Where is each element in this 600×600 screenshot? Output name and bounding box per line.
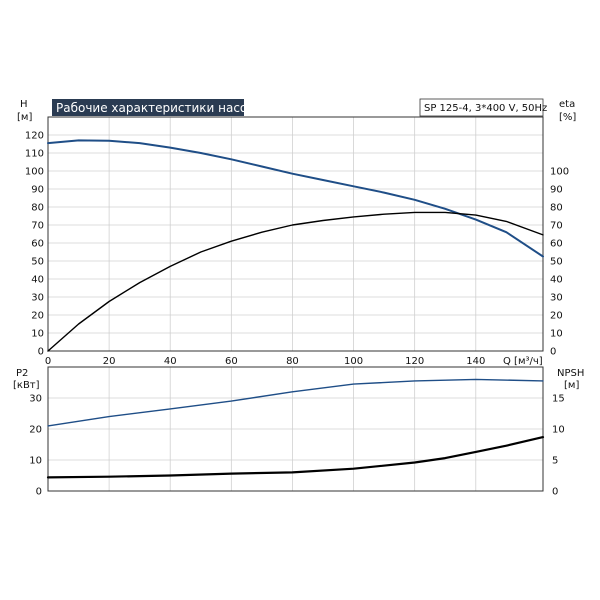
npsh-tick-label: 0 [552, 487, 558, 498]
chart-title: Рабочие характеристики насоса [56, 101, 261, 115]
npsh-tick-label: 5 [552, 456, 558, 467]
npsh-tick-label: 10 [552, 425, 565, 436]
p2-tick-label: 30 [29, 394, 42, 405]
npsh-tick-label: 15 [552, 394, 565, 405]
h-tick-label: 20 [31, 311, 44, 322]
h-tick-label: 120 [25, 131, 44, 142]
left-axis-unit-h: [м] [17, 112, 32, 123]
h-tick-label: 10 [31, 329, 44, 340]
bottom-plot-frame [47, 366, 544, 492]
h-tick-label: 80 [31, 203, 44, 214]
left-axis-unit-p2: [кВт] [13, 380, 40, 391]
curve-h [47, 139, 544, 258]
q-tick-label: 40 [164, 356, 177, 367]
h-tick-label: 100 [25, 167, 44, 178]
h-tick-label: 50 [31, 257, 44, 268]
left-axis-label-p2: P2 [16, 368, 28, 379]
h-tick-label: 70 [31, 221, 44, 232]
right-axis-label-npsh: NPSH [557, 368, 584, 379]
right-axis-unit-npsh: [м] [564, 380, 579, 391]
eta-tick-label: 0 [550, 347, 556, 358]
h-tick-label: 110 [25, 149, 44, 160]
eta-tick-label: 90 [550, 185, 563, 196]
q-tick-label: 100 [344, 356, 363, 367]
h-tick-label: 30 [31, 293, 44, 304]
model-label: SP 125-4, 3*400 V, 50Hz [424, 103, 547, 114]
p2-tick-label: 0 [36, 487, 42, 498]
x-axis-label-q: Q [м³/ч] [503, 356, 543, 367]
top-left-tick-labels: 0 10 20 30 40 50 60 70 80 90 100 110 120 [25, 131, 44, 358]
top-plot-frame [47, 116, 544, 352]
eta-tick-label: 10 [550, 329, 563, 340]
eta-tick-label: 100 [550, 167, 569, 178]
chart-title-box [52, 99, 244, 116]
h-tick-label: 90 [31, 185, 44, 196]
right-axis-label-eta: eta [559, 99, 575, 110]
curve-p2 [47, 378, 544, 427]
q-tick-label: 80 [286, 356, 299, 367]
q-tick-label: 60 [225, 356, 238, 367]
h-tick-label: 60 [31, 239, 44, 250]
top-curves [47, 139, 544, 352]
right-axis-unit-eta: [%] [559, 112, 576, 123]
q-tick-label: 20 [103, 356, 116, 367]
q-tick-label: 0 [45, 356, 51, 367]
eta-tick-label: 50 [550, 257, 563, 268]
p2-tick-label: 20 [29, 425, 42, 436]
bottom-curves [46, 378, 545, 479]
eta-tick-label: 60 [550, 239, 563, 250]
power-npsh-panel: P2 [кВт] NPSH [м] 0 10 20 30 0 5 10 15 [13, 366, 584, 498]
q-tick-label: 140 [466, 356, 485, 367]
eta-tick-label: 20 [550, 311, 563, 322]
p2-tick-label: 10 [29, 456, 42, 467]
model-label-box [419, 98, 544, 117]
curve-eta [47, 211, 544, 352]
top-right-tick-labels: 0 10 20 30 40 50 60 70 80 90 100 [550, 167, 569, 358]
h-tick-label: 40 [31, 275, 44, 286]
top-grid [47, 117, 543, 352]
bottom-right-tick-labels: 0 5 10 15 [552, 394, 565, 498]
bottom-left-tick-labels: 0 10 20 30 [29, 394, 42, 498]
head-efficiency-panel: Рабочие характеристики насоса SP 125-4, … [17, 98, 576, 367]
eta-tick-label: 40 [550, 275, 563, 286]
eta-tick-label: 30 [550, 293, 563, 304]
eta-tick-label: 70 [550, 221, 563, 232]
top-x-tick-labels: 0 20 40 60 80 100 120 140 [45, 356, 486, 367]
h-tick-label: 0 [38, 347, 44, 358]
curve-npsh [46, 436, 545, 479]
left-axis-label-h: H [20, 99, 28, 110]
eta-tick-label: 80 [550, 203, 563, 214]
q-tick-label: 120 [405, 356, 424, 367]
